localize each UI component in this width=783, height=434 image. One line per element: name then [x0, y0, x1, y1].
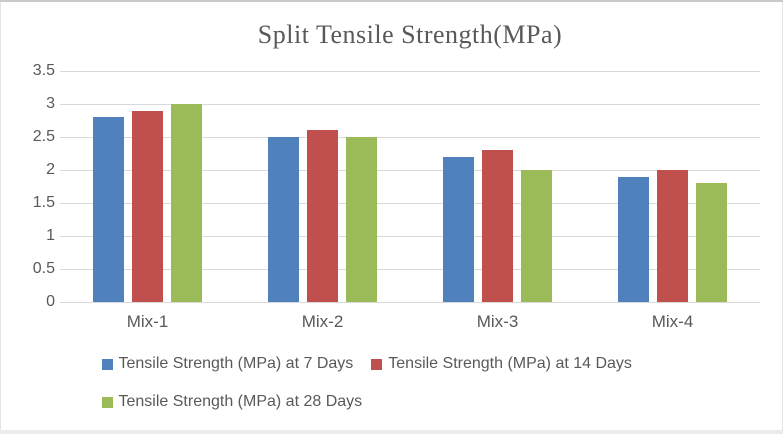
- legend-swatch-icon: [101, 358, 113, 370]
- bar: [307, 130, 338, 302]
- x-tick-label: Mix-4: [651, 312, 694, 331]
- legend-label: Tensile Strength (MPa) at 7 Days: [118, 355, 354, 372]
- bar: [618, 176, 649, 302]
- legend-item: Tensile Strength (MPa) at 7 Days: [101, 353, 354, 375]
- bar-group-mix-1: [60, 71, 235, 302]
- y-tick-label: 0: [46, 293, 55, 310]
- legend-item: Tensile Strength (MPa) at 14 Days: [371, 353, 632, 375]
- legend-label: Tensile Strength (MPa) at 14 Days: [388, 355, 632, 372]
- bar: [171, 104, 202, 302]
- y-axis: 3.5 3 2.5 2 1.5 1 0.5 0: [0, 62, 55, 310]
- bar-group-mix-2: [235, 71, 410, 302]
- chart-title: Split Tensile Strength(MPa): [257, 20, 563, 49]
- legend-item: Tensile Strength (MPa) at 28 Days: [101, 391, 363, 413]
- bar-group-mix-4: [585, 71, 760, 302]
- bar: [696, 183, 727, 302]
- bar: [521, 170, 552, 302]
- y-tick-label: 3: [46, 95, 55, 112]
- bar: [93, 117, 124, 302]
- y-tick-label: 3.5: [32, 62, 55, 79]
- legend-label: Tensile Strength (MPa) at 28 Days: [118, 393, 363, 410]
- y-tick-label: 1: [46, 227, 55, 244]
- legend-swatch-icon: [371, 358, 383, 370]
- x-axis: Mix-1 Mix-2 Mix-3 Mix-4: [60, 312, 760, 336]
- x-tick-label: Mix-1: [126, 312, 169, 331]
- bar: [657, 170, 688, 302]
- x-tick-label: Mix-2: [301, 312, 344, 331]
- legend-swatch-icon: [101, 396, 113, 408]
- y-tick-label: 2: [46, 161, 55, 178]
- legend: Tensile Strength (MPa) at 7 Days Tensile …: [0, 353, 783, 413]
- y-tick-label: 0.5: [32, 260, 55, 277]
- y-tick-label: 2.5: [32, 128, 55, 145]
- legend-items: Tensile Strength (MPa) at 7 Days Tensile …: [101, 353, 682, 413]
- bar: [132, 110, 163, 302]
- bar: [443, 156, 474, 302]
- bar-group-mix-3: [410, 71, 585, 302]
- bar: [346, 137, 377, 302]
- bar: [482, 150, 513, 302]
- y-tick-label: 1.5: [32, 194, 55, 211]
- plot-area: [60, 71, 760, 303]
- x-tick-label: Mix-3: [476, 312, 519, 331]
- bar: [268, 137, 299, 302]
